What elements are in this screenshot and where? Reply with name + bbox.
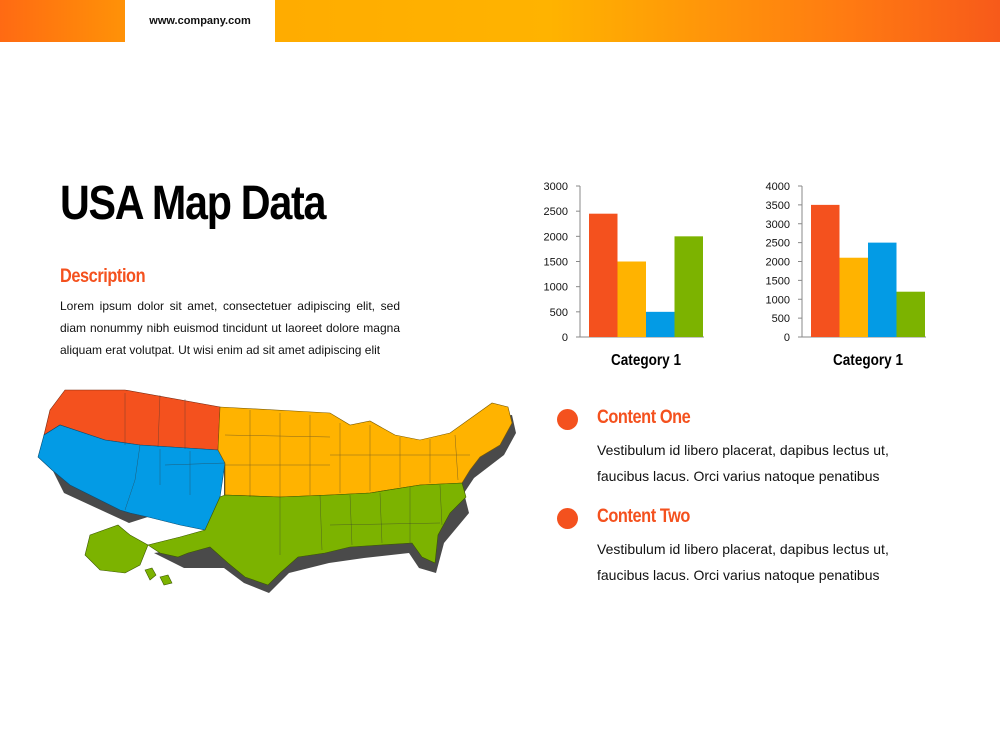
y-tick-label: 2000 <box>544 231 568 243</box>
bar-chart-1: 0 500 1000 1500 2000 2500 3000 Category 1 <box>544 181 704 369</box>
y-tick-label: 0 <box>784 332 790 344</box>
bar-series-4 <box>896 291 925 337</box>
bar-series-3 <box>646 311 675 337</box>
y-tick-label: 500 <box>550 307 568 319</box>
content-body: Vestibulum id libero placerat, dapibus l… <box>597 541 889 583</box>
bar-series-2 <box>617 261 646 337</box>
bar-series-1 <box>811 204 840 337</box>
y-tick-label: 1000 <box>766 294 790 306</box>
map-state-borders <box>124 393 470 555</box>
y-tick-label: 1500 <box>766 275 790 287</box>
bar-series-4 <box>674 236 703 337</box>
description-text: Lorem ipsum dolor sit amet, consectetuer… <box>60 299 400 357</box>
bullet-dot-icon <box>557 508 578 529</box>
y-tick-label: 2500 <box>544 206 568 218</box>
y-tick-label: 1000 <box>544 282 568 294</box>
y-tick-label: 3000 <box>544 181 568 193</box>
bar-series-3 <box>868 242 897 337</box>
y-tick-label: 3500 <box>766 200 790 212</box>
map-region-west <box>37 424 226 531</box>
y-tick-label: 500 <box>772 313 790 325</box>
bar-series-1 <box>589 213 618 337</box>
bar-chart-2: 0 500 1000 1500 2000 2500 3000 3500 4000 Category… <box>766 181 926 369</box>
y-tick-label: 2500 <box>766 238 790 250</box>
map-region-south <box>147 482 467 586</box>
content-heading: Content Two <box>597 506 690 527</box>
content-heading: Content One <box>597 407 691 428</box>
y-tick-label: 0 <box>562 332 568 344</box>
page-title: USA Map Data <box>60 177 326 230</box>
y-tick-label: 4000 <box>766 181 790 193</box>
content-body: Vestibulum id libero placerat, dapibus l… <box>597 442 889 484</box>
x-category-label: Category 1 <box>833 352 903 369</box>
map-island-alaska <box>84 524 149 574</box>
description-heading: Description <box>60 266 146 287</box>
map-island-hawaii <box>144 567 173 586</box>
y-tick-label: 3000 <box>766 219 790 231</box>
x-category-label: Category 1 <box>611 352 681 369</box>
y-tick-label: 2000 <box>766 257 790 269</box>
bullet-dot-icon <box>557 409 578 430</box>
usa-map <box>37 389 516 593</box>
bar-series-2 <box>839 257 868 337</box>
y-tick-label: 1500 <box>544 257 568 269</box>
website-url[interactable]: www.company.com <box>125 0 275 42</box>
